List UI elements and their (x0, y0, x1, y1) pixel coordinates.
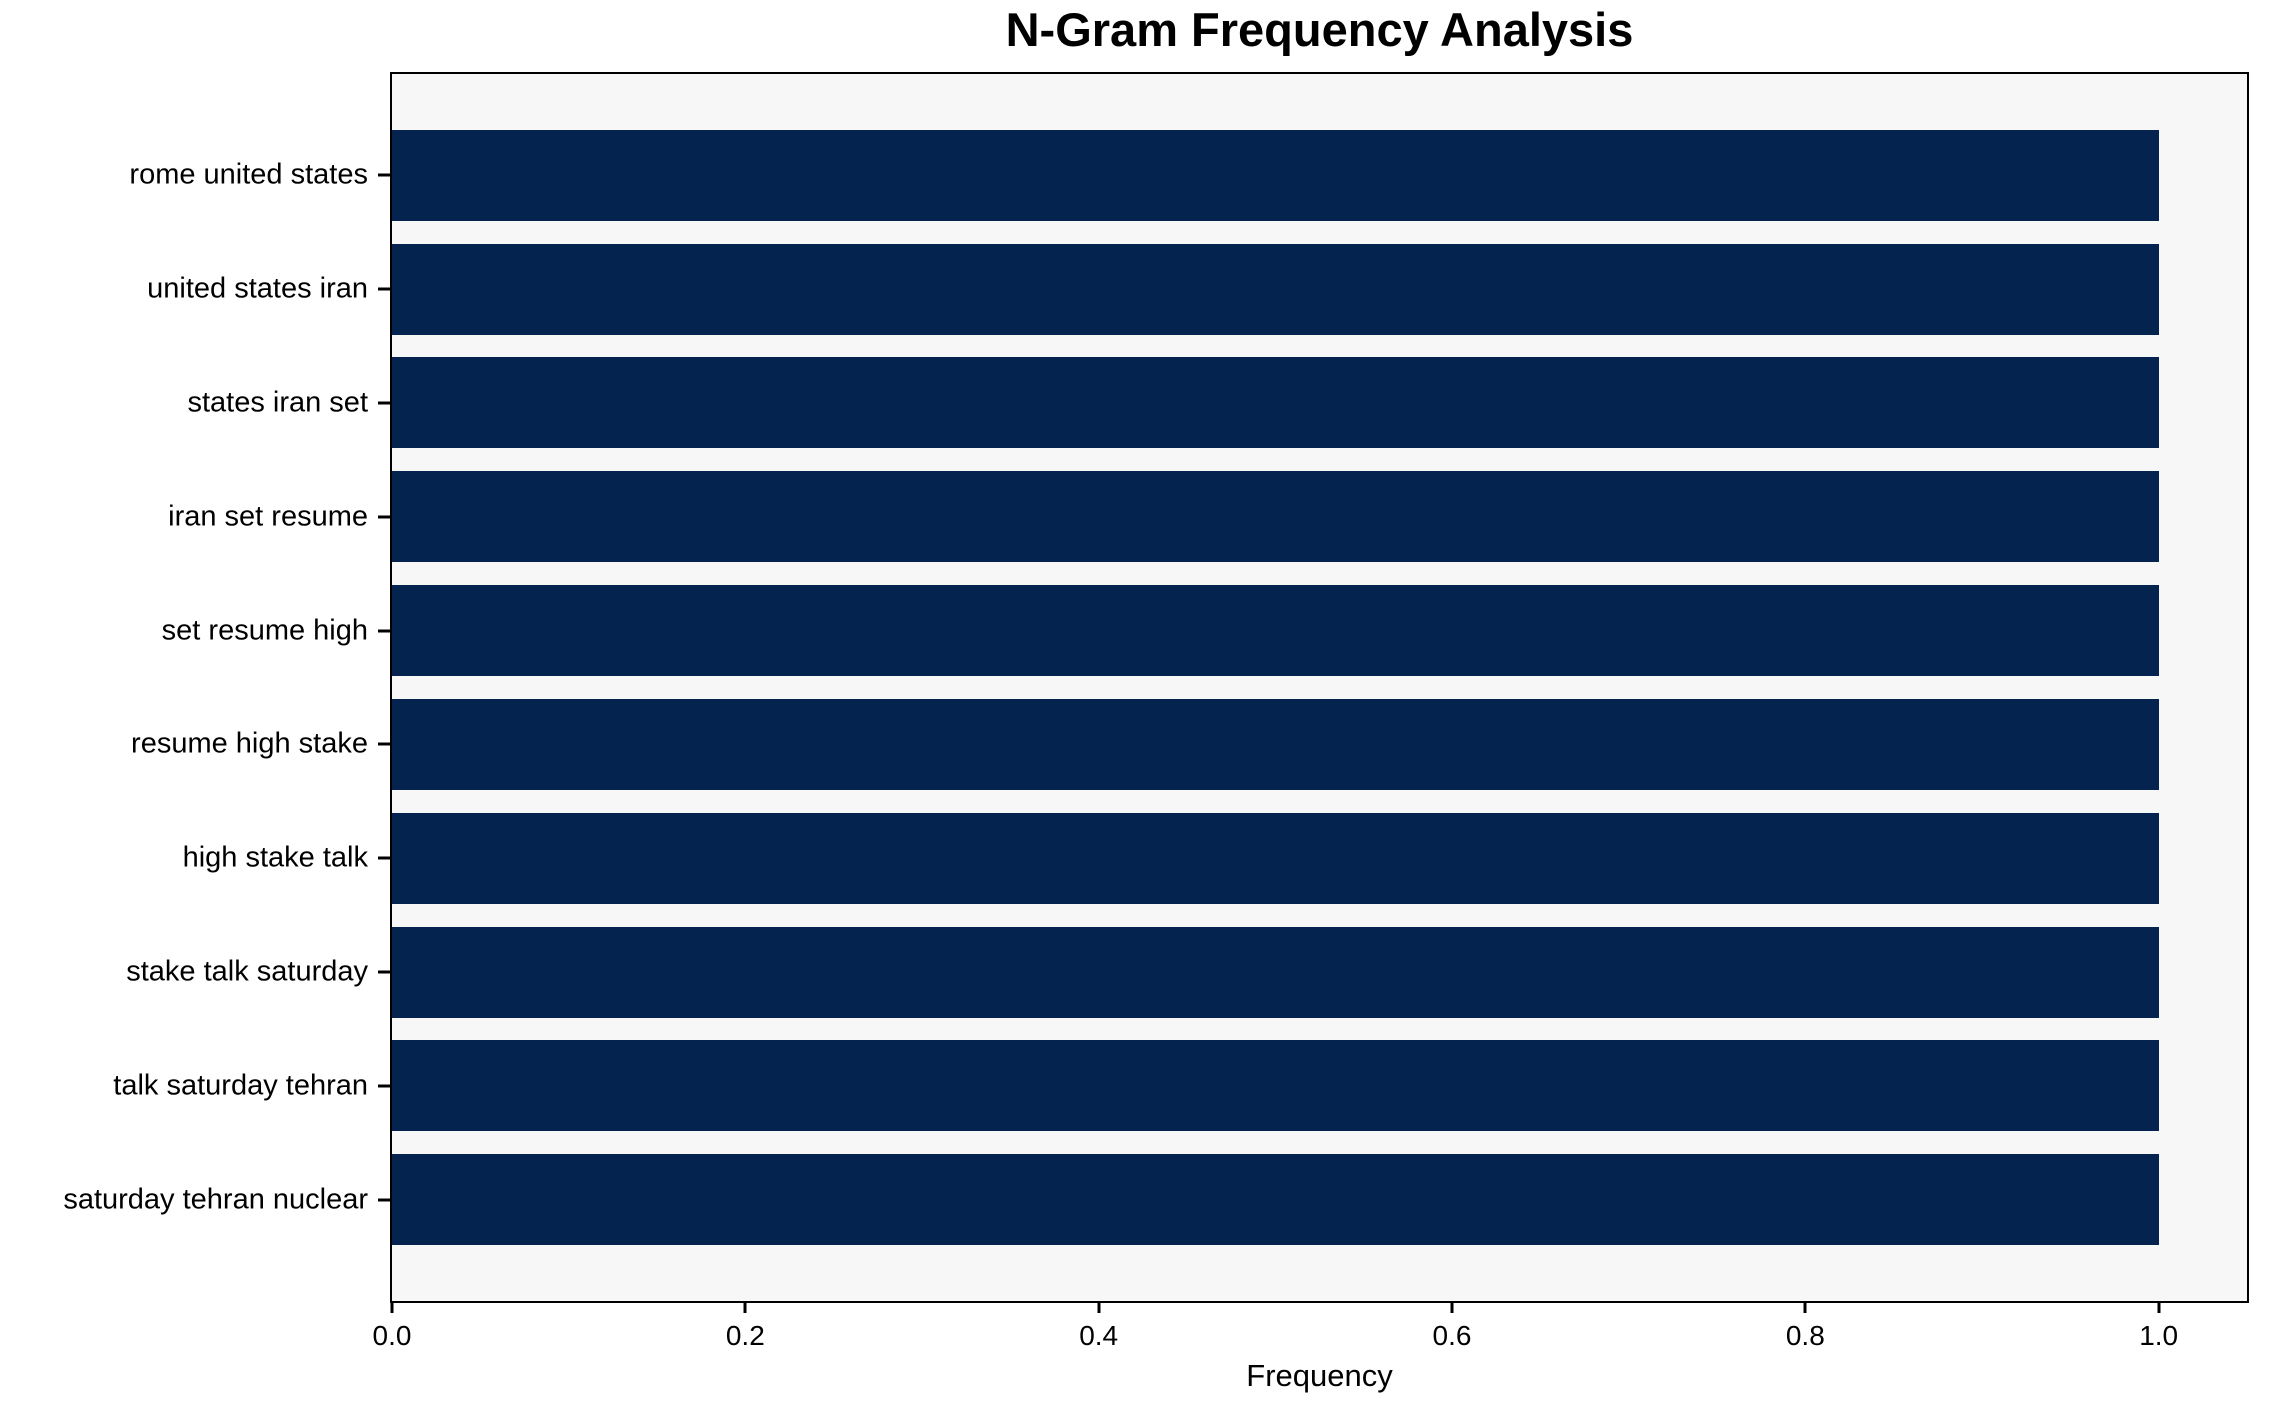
x-tick-mark (2157, 1301, 2161, 1313)
bar (392, 129, 2159, 221)
y-tick-mark (378, 856, 390, 860)
x-tick-label: 0.2 (725, 1320, 765, 1351)
bar (392, 357, 2159, 449)
y-tick-mark (378, 173, 390, 177)
y-tick-label: set resume high (161, 614, 368, 647)
y-tick-label: talk saturday tehran (113, 1069, 368, 1102)
y-tick-mark (378, 401, 390, 405)
bar (392, 585, 2159, 677)
x-tick-mark (1803, 1301, 1807, 1313)
y-tick-label: saturday tehran nuclear (63, 1183, 368, 1216)
plot-area (390, 72, 2249, 1303)
bar (392, 1154, 2159, 1246)
bar (392, 243, 2159, 335)
y-tick-label: stake talk saturday (126, 955, 368, 988)
bar (392, 1040, 2159, 1132)
x-tick-mark (1097, 1301, 1101, 1313)
x-tick-label: 0.6 (1432, 1320, 1472, 1351)
y-tick-label: iran set resume (168, 500, 368, 533)
x-tick-label: 0.4 (1079, 1320, 1119, 1351)
y-tick-mark (378, 742, 390, 746)
y-tick-mark (378, 970, 390, 974)
y-tick-label: rome united states (129, 158, 368, 191)
y-tick-label: resume high stake (131, 727, 368, 760)
bar (392, 812, 2159, 904)
x-tick-mark (390, 1301, 394, 1313)
x-tick-label: 0.0 (372, 1320, 412, 1351)
x-axis-title: Frequency (1246, 1358, 1393, 1393)
chart-title: N-Gram Frequency Analysis (1005, 3, 1634, 56)
bar (392, 471, 2159, 563)
y-tick-label: states iran set (187, 386, 368, 419)
x-tick-label: 0.8 (1785, 1320, 1825, 1351)
y-tick-mark (378, 629, 390, 633)
y-tick-mark (378, 1198, 390, 1202)
y-tick-label: high stake talk (182, 841, 368, 874)
y-tick-mark (378, 1084, 390, 1088)
x-tick-mark (743, 1301, 747, 1313)
y-tick-label: united states iran (147, 272, 368, 305)
y-tick-mark (378, 515, 390, 519)
bar (392, 698, 2159, 790)
x-tick-label: 1.0 (2139, 1320, 2179, 1351)
y-tick-mark (378, 287, 390, 291)
bar (392, 926, 2159, 1018)
x-tick-mark (1450, 1301, 1454, 1313)
